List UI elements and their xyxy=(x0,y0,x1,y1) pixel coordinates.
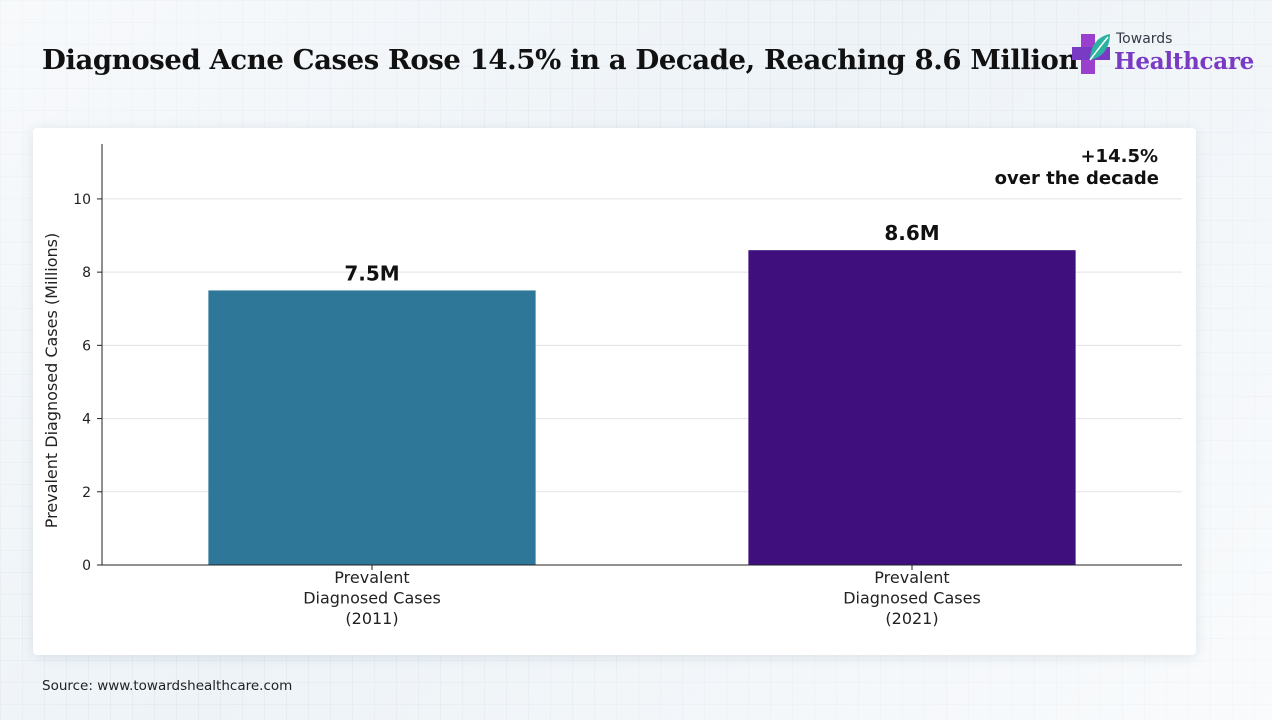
medical-cross-icon xyxy=(1072,34,1110,74)
y-tick-label: 6 xyxy=(82,338,91,354)
axes xyxy=(97,144,1182,570)
x-tick-label: Prevalent Diagnosed Cases (2021) xyxy=(843,568,981,628)
annotation-percent: +14.5% xyxy=(1080,146,1158,167)
y-tick-label: 2 xyxy=(82,485,91,501)
page-title: Diagnosed Acne Cases Rose 14.5% in a Dec… xyxy=(42,44,1079,76)
logo-text-towards: Towards xyxy=(1116,31,1173,47)
x-tick-label: Prevalent Diagnosed Cases (2011) xyxy=(303,568,441,628)
brand-logo: Towards Healthcare xyxy=(1070,30,1254,82)
bar-data-label: 7.5M xyxy=(344,261,399,285)
x-tick-label-line: Diagnosed Cases xyxy=(843,589,981,608)
y-tick-label: 10 xyxy=(73,192,91,208)
y-tick-label: 8 xyxy=(82,265,91,281)
y-axis-label: Prevalent Diagnosed Cases (Millions) xyxy=(42,233,61,529)
bar xyxy=(748,250,1076,565)
y-tick-label: 0 xyxy=(82,558,91,574)
source-note: Source: www.towardshealthcare.com xyxy=(42,678,293,694)
bar-data-label: 8.6M xyxy=(884,221,939,245)
bar xyxy=(208,290,536,565)
chart-card: 0 2 4 6 8 10 7.5M Prevalent Diagnosed Cases (2011… xyxy=(33,128,1196,655)
logo-text-healthcare: Healthcare xyxy=(1114,48,1255,75)
y-tick-label: 4 xyxy=(82,412,91,428)
x-tick-label-line: (2011) xyxy=(345,609,398,628)
x-tick-label-line: Prevalent xyxy=(874,568,949,587)
x-tick-label-line: Prevalent xyxy=(334,568,409,587)
bars xyxy=(208,250,1076,565)
x-tick-label-line: Diagnosed Cases xyxy=(303,589,441,608)
x-tick-label-line: (2021) xyxy=(885,609,938,628)
annotation-caption: over the decade xyxy=(995,168,1159,189)
